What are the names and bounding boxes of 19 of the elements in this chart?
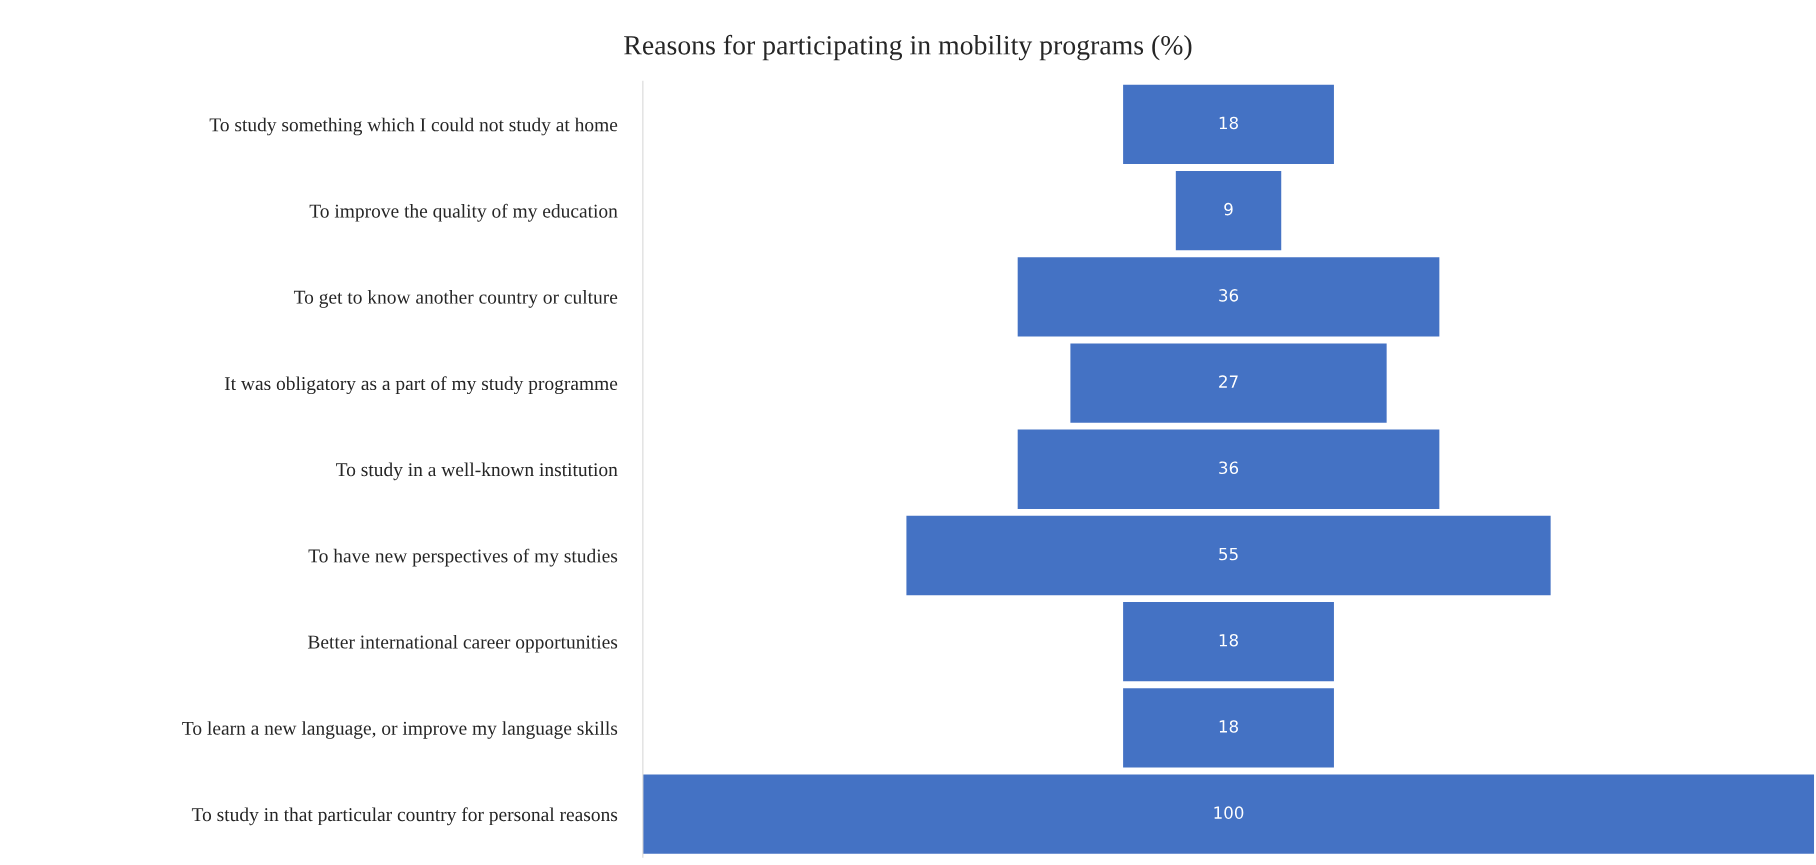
data-label: 36 [1219,289,1239,302]
category-label: To study in a well-known institution [336,462,618,481]
data-label: 18 [1219,720,1238,733]
category-label: To get to know another country or culture [293,290,618,308]
data-label: 9 [1224,202,1233,216]
data-label: 18 [1219,116,1238,130]
category-label: To study something which I could not study at home [209,117,618,136]
category-label: To study in that particular country for personal reasons [191,807,618,826]
category-label: Better international career opportunities [307,634,618,653]
category-label: It was obligatory as a part of my study programme [224,376,618,395]
data-label: 27 [1219,375,1238,388]
data-label: 100 [1214,806,1244,819]
text: Reasons for participating in mobility programs (%) [624,34,1192,61]
data-label: 36 [1219,461,1239,475]
category-label: To have new perspectives of my studies [308,548,618,567]
category-label: To learn a new language, or improve my language skills [182,721,618,739]
data-label: 18 [1219,633,1238,647]
category-label: To improve the quality of my education [309,203,618,222]
data-label: 55 [1219,547,1238,561]
